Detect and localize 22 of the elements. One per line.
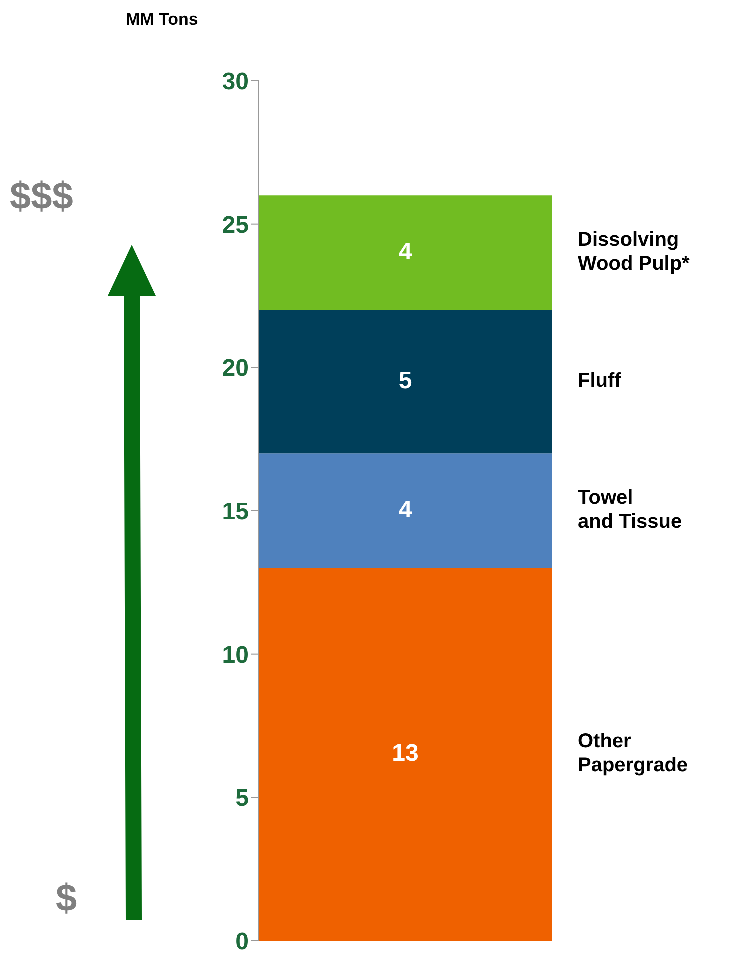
bar bbox=[259, 196, 552, 310]
text: $$$ bbox=[10, 176, 74, 219]
data-label: 13 bbox=[392, 740, 419, 768]
data-label: 4 bbox=[398, 496, 413, 524]
y-tick-label: 20 bbox=[222, 355, 249, 382]
series-label: Other Papergrade bbox=[578, 730, 688, 777]
data-label: 4 bbox=[398, 238, 413, 266]
y-axis-title: MM Tons bbox=[126, 10, 198, 30]
bar bbox=[259, 310, 552, 454]
series-label: Towel and Tissue bbox=[578, 487, 682, 534]
y-tick-label: 0 bbox=[236, 928, 249, 956]
series-label: Dissolving Wood Pulp* bbox=[578, 229, 690, 276]
text: $ bbox=[56, 878, 78, 921]
y-tick-label: 5 bbox=[236, 785, 249, 812]
data-label: 5 bbox=[398, 367, 412, 394]
series-label: Fluff bbox=[578, 370, 622, 392]
y-tick-label: 10 bbox=[222, 642, 249, 669]
bar bbox=[259, 568, 552, 941]
y-tick-label: 30 bbox=[222, 68, 249, 96]
y-tick-label: 25 bbox=[222, 212, 249, 239]
y-tick-label: 15 bbox=[222, 498, 249, 526]
bar bbox=[259, 454, 552, 568]
